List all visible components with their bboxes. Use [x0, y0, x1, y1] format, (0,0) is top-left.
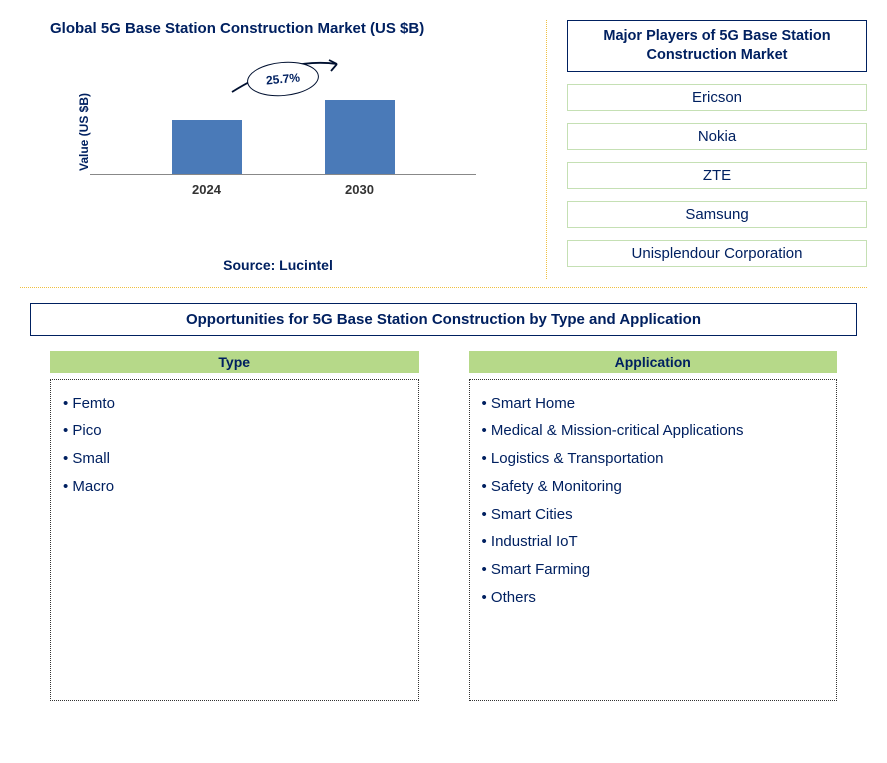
player-item: Nokia [567, 123, 867, 150]
list-item: Femto [63, 390, 406, 418]
list-item: Macro [63, 473, 406, 501]
list-item: Smart Cities [482, 501, 825, 529]
opportunity-column: Application Smart HomeMedical & Mission-c… [469, 351, 838, 701]
list-item: Pico [63, 417, 406, 445]
list-item: Safety & Monitoring [482, 473, 825, 501]
column-body: FemtoPicoSmallMacro [50, 379, 419, 701]
column-body: Smart HomeMedical & Mission-critical App… [469, 379, 838, 701]
chart-panel: Global 5G Base Station Construction Mark… [20, 20, 547, 279]
growth-annotation: 25.7% [247, 62, 319, 96]
chart-area: Value (US $B) 25.7% 20242030 [90, 67, 476, 197]
list-item: Industrial IoT [482, 528, 825, 556]
column-header: Application [469, 351, 838, 373]
list-item: Smart Farming [482, 556, 825, 584]
x-axis-label: 2024 [172, 182, 242, 197]
player-item: Unisplendour Corporation [567, 240, 867, 267]
x-axis-label: 2030 [325, 182, 395, 197]
chart-title: Global 5G Base Station Construction Mark… [50, 20, 536, 37]
players-list: Ericson Nokia ZTE Samsung Unisplendour Corpo… [567, 84, 867, 267]
y-axis-label: Value (US $B) [77, 93, 91, 171]
player-item: Samsung [567, 201, 867, 228]
column-header: Type [50, 351, 419, 373]
source-label: Source: Lucintel [20, 257, 536, 273]
list-item: Smart Home [482, 390, 825, 418]
bars-container [90, 84, 476, 175]
opportunities-columns: Type FemtoPicoSmallMacro Application Smart … [20, 351, 867, 701]
list-item: Others [482, 584, 825, 612]
opportunity-column: Type FemtoPicoSmallMacro [50, 351, 419, 701]
players-title: Major Players of 5G Base Station Constru… [567, 20, 867, 72]
player-item: ZTE [567, 162, 867, 189]
chart-bar [325, 100, 395, 174]
x-labels: 2024 2030 [90, 182, 476, 197]
list-item: Small [63, 445, 406, 473]
top-section: Global 5G Base Station Construction Mark… [20, 20, 867, 288]
opportunities-section: Opportunities for 5G Base Station Constr… [20, 303, 867, 701]
chart-bar [172, 120, 242, 174]
player-item: Ericson [567, 84, 867, 111]
list-item: Logistics & Transportation [482, 445, 825, 473]
players-panel: Major Players of 5G Base Station Constru… [547, 20, 867, 279]
opportunities-title: Opportunities for 5G Base Station Constr… [30, 303, 857, 336]
growth-rate-label: 25.7% [246, 59, 321, 99]
list-item: Medical & Mission-critical Applications [482, 417, 825, 445]
